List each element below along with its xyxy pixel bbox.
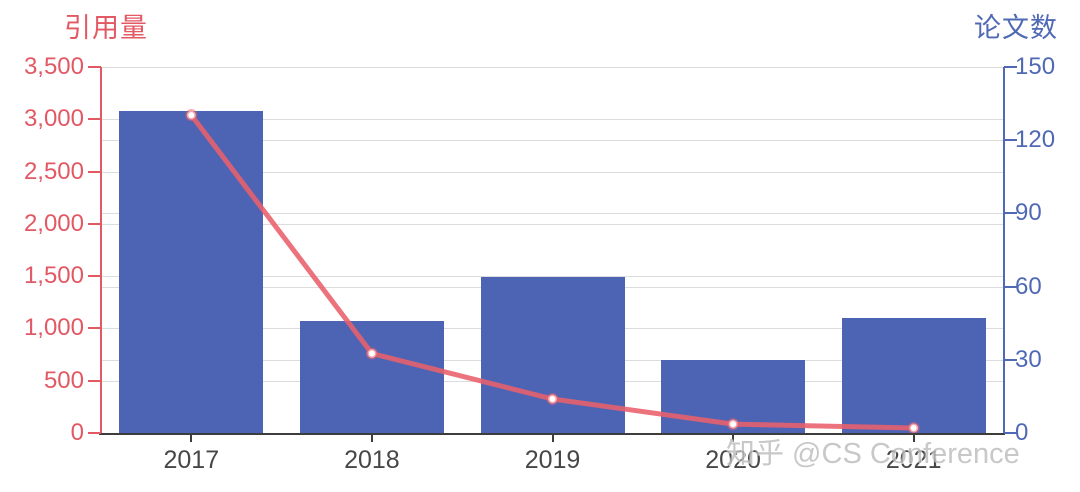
gridline-left-2000 [101, 223, 1004, 225]
x-tick-label-2017: 2017 [163, 446, 220, 474]
plot-area [101, 67, 1004, 434]
bar-2018 [299, 320, 444, 433]
right-axis-tick-60 [1004, 285, 1017, 288]
left-axis-tick-3500 [88, 66, 101, 68]
left-tick-label-1500: 1,500 [23, 262, 84, 290]
x-axis-tick-2020 [732, 435, 735, 442]
left-tick-label-0: 0 [70, 419, 84, 446]
x-axis-tick-2019 [551, 435, 554, 442]
left-axis-title: 引用量 [64, 13, 148, 43]
left-tick-label-3500: 3,500 [23, 53, 84, 80]
left-axis-tick-500 [88, 379, 101, 382]
right-axis-line [1003, 67, 1005, 433]
left-axis-tick-1500 [88, 275, 101, 278]
bar-2021 [841, 318, 986, 433]
gridline-left-1500 [101, 276, 1004, 278]
right-tick-label-60: 60 [1015, 272, 1042, 300]
line-point-2018 [365, 347, 378, 360]
right-tick-label-120: 120 [1015, 126, 1056, 154]
right-axis-tick-0 [1004, 432, 1017, 434]
gridline-left-3000 [101, 119, 1004, 121]
watermark: 知乎 @CS Conference [726, 438, 1020, 470]
right-axis-tick-30 [1004, 358, 1017, 361]
right-tick-label-90: 90 [1015, 199, 1042, 227]
right-tick-label-150: 150 [1015, 53, 1056, 80]
right-axis-title: 论文数 [974, 13, 1058, 43]
gridline-left-2500 [101, 171, 1004, 173]
x-tick-label-2018: 2018 [344, 446, 400, 474]
left-tick-label-1000: 1,000 [23, 314, 84, 342]
gridline-left-3500 [101, 67, 1004, 68]
line-point-2017 [185, 109, 198, 122]
x-tick-label-2021: 2021 [885, 446, 942, 474]
left-axis-tick-2500 [88, 170, 101, 173]
left-axis-tick-1000 [88, 327, 101, 330]
line-point-2020 [727, 418, 740, 431]
right-axis-tick-150 [1004, 66, 1017, 68]
left-tick-label-2000: 2,000 [23, 209, 84, 237]
left-axis-tick-0 [88, 432, 101, 434]
x-axis-tick-2018 [370, 435, 373, 442]
left-axis-line [100, 67, 102, 433]
right-axis-tick-120 [1004, 139, 1017, 142]
left-tick-label-2500: 2,500 [23, 157, 84, 185]
left-tick-label-3000: 3,000 [23, 105, 84, 133]
gridline-right-120 [101, 140, 1004, 142]
x-axis-tick-2021 [912, 435, 915, 442]
citations-line-layer [185, 109, 920, 434]
right-tick-label-0: 0 [1015, 419, 1029, 446]
x-tick-label-2019: 2019 [524, 446, 581, 474]
left-axis-tick-3000 [88, 118, 101, 121]
citations-line [189, 113, 914, 431]
left-tick-label-500: 500 [43, 366, 84, 394]
gridline-right-90 [101, 213, 1004, 215]
left-axis-tick-2000 [88, 222, 101, 225]
right-tick-label-30: 30 [1015, 345, 1042, 373]
bar-2017 [119, 110, 264, 433]
line-point-2021 [907, 422, 920, 434]
x-axis-line [99, 433, 1005, 435]
x-tick-label-2020: 2020 [705, 446, 761, 474]
line-point-2019 [546, 393, 559, 405]
x-axis-tick-2017 [190, 435, 193, 442]
right-axis-tick-90 [1004, 212, 1017, 215]
